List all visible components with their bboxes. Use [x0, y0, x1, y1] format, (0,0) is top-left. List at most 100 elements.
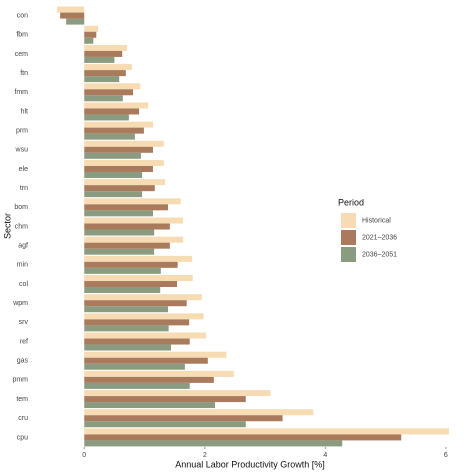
legend-label: 2021–2036: [362, 234, 397, 241]
legend-title: Period: [338, 197, 364, 207]
bar: [60, 12, 85, 19]
y-tick-label: hlt: [21, 108, 28, 115]
y-tick-label: ref: [20, 338, 28, 345]
bar: [84, 440, 343, 447]
bar: [84, 146, 153, 153]
bar: [84, 370, 234, 377]
bar: [84, 121, 153, 128]
bar: [84, 313, 204, 320]
y-tick-label: cru: [18, 415, 28, 422]
bar: [84, 95, 123, 102]
bar: [84, 396, 246, 403]
bar: [84, 267, 161, 274]
bar: [84, 89, 134, 96]
y-tick-label: con: [17, 12, 28, 19]
y-tick-label: prm: [16, 127, 28, 134]
y-tick-label: cpu: [17, 434, 28, 441]
bar: [84, 185, 155, 192]
y-tick-label: pmm: [12, 377, 28, 384]
bar: [84, 325, 169, 332]
bar: [84, 76, 120, 83]
legend-label: 2036–2051: [362, 251, 397, 258]
y-tick-label: bom: [14, 204, 28, 211]
bar: [84, 287, 161, 294]
bar: [84, 108, 140, 115]
bar: [84, 382, 190, 389]
y-tick-label: chm: [15, 223, 28, 230]
bar: [84, 294, 202, 301]
bar: [66, 18, 85, 25]
y-tick-label: ftn: [20, 70, 28, 77]
bar: [84, 421, 246, 428]
bar: [84, 217, 184, 224]
y-tick-label: fbm: [16, 32, 28, 39]
legend-swatch: [341, 213, 356, 228]
bar: [84, 434, 402, 441]
x-tick-label: 0: [82, 452, 86, 459]
bar: [84, 357, 208, 364]
bar: [84, 70, 126, 77]
bar: [84, 236, 184, 243]
bar: [84, 64, 132, 71]
bar: [84, 25, 99, 32]
y-tick-label: fmm: [14, 89, 28, 96]
bar: [84, 338, 190, 345]
x-tick-label: 6: [444, 452, 448, 459]
bar: [84, 56, 115, 63]
bar: [84, 428, 449, 435]
bar: [84, 179, 166, 186]
y-tick-label: gas: [17, 358, 29, 365]
bar: [84, 210, 153, 217]
y-tick-label: cem: [15, 51, 28, 58]
bar: [84, 344, 172, 351]
bar: [84, 402, 216, 409]
y-tick-label: trn: [20, 185, 28, 192]
bar: [84, 127, 144, 134]
bar: [84, 152, 141, 159]
bar: [84, 31, 97, 38]
y-tick-label: wpm: [12, 300, 28, 307]
bar: [84, 165, 153, 172]
bar: [84, 229, 155, 236]
bar: [84, 319, 190, 326]
y-tick-label: tem: [16, 396, 28, 403]
y-tick-label: agf: [18, 243, 28, 250]
y-tick-label: wsu: [15, 147, 29, 154]
bar: [84, 159, 164, 166]
bar: [84, 390, 271, 397]
bar: [84, 409, 314, 416]
x-tick-label: 4: [323, 452, 327, 459]
x-axis-title: Annual Labor Productivity Growth [%]: [175, 459, 325, 469]
bar: [84, 44, 128, 51]
y-axis-title: Sector: [2, 213, 12, 239]
bar: [84, 351, 227, 358]
bar: [84, 37, 94, 44]
bar: [84, 275, 193, 282]
bar: [84, 83, 141, 90]
bar: [84, 281, 178, 288]
bar: [84, 300, 187, 307]
bar: [57, 6, 85, 13]
bar: [84, 204, 169, 211]
y-tick-label: col: [19, 281, 28, 288]
bar: [84, 140, 164, 147]
y-tick-label: min: [17, 262, 28, 269]
bar: [84, 102, 149, 109]
y-tick-label: ele: [19, 166, 28, 173]
bar: [84, 133, 135, 140]
bar: [84, 248, 155, 255]
bar: [84, 114, 129, 121]
bar: [84, 306, 169, 313]
bar: [84, 261, 178, 268]
legend-label: Historical: [362, 217, 391, 224]
bar: [84, 191, 143, 198]
x-tick-label: 2: [203, 452, 207, 459]
bar: [84, 376, 214, 383]
bar: [84, 223, 170, 230]
bar: [84, 171, 143, 178]
bar: [84, 332, 206, 339]
bar: [84, 242, 170, 249]
y-tick-label: srv: [19, 319, 29, 326]
bar: [84, 415, 283, 422]
